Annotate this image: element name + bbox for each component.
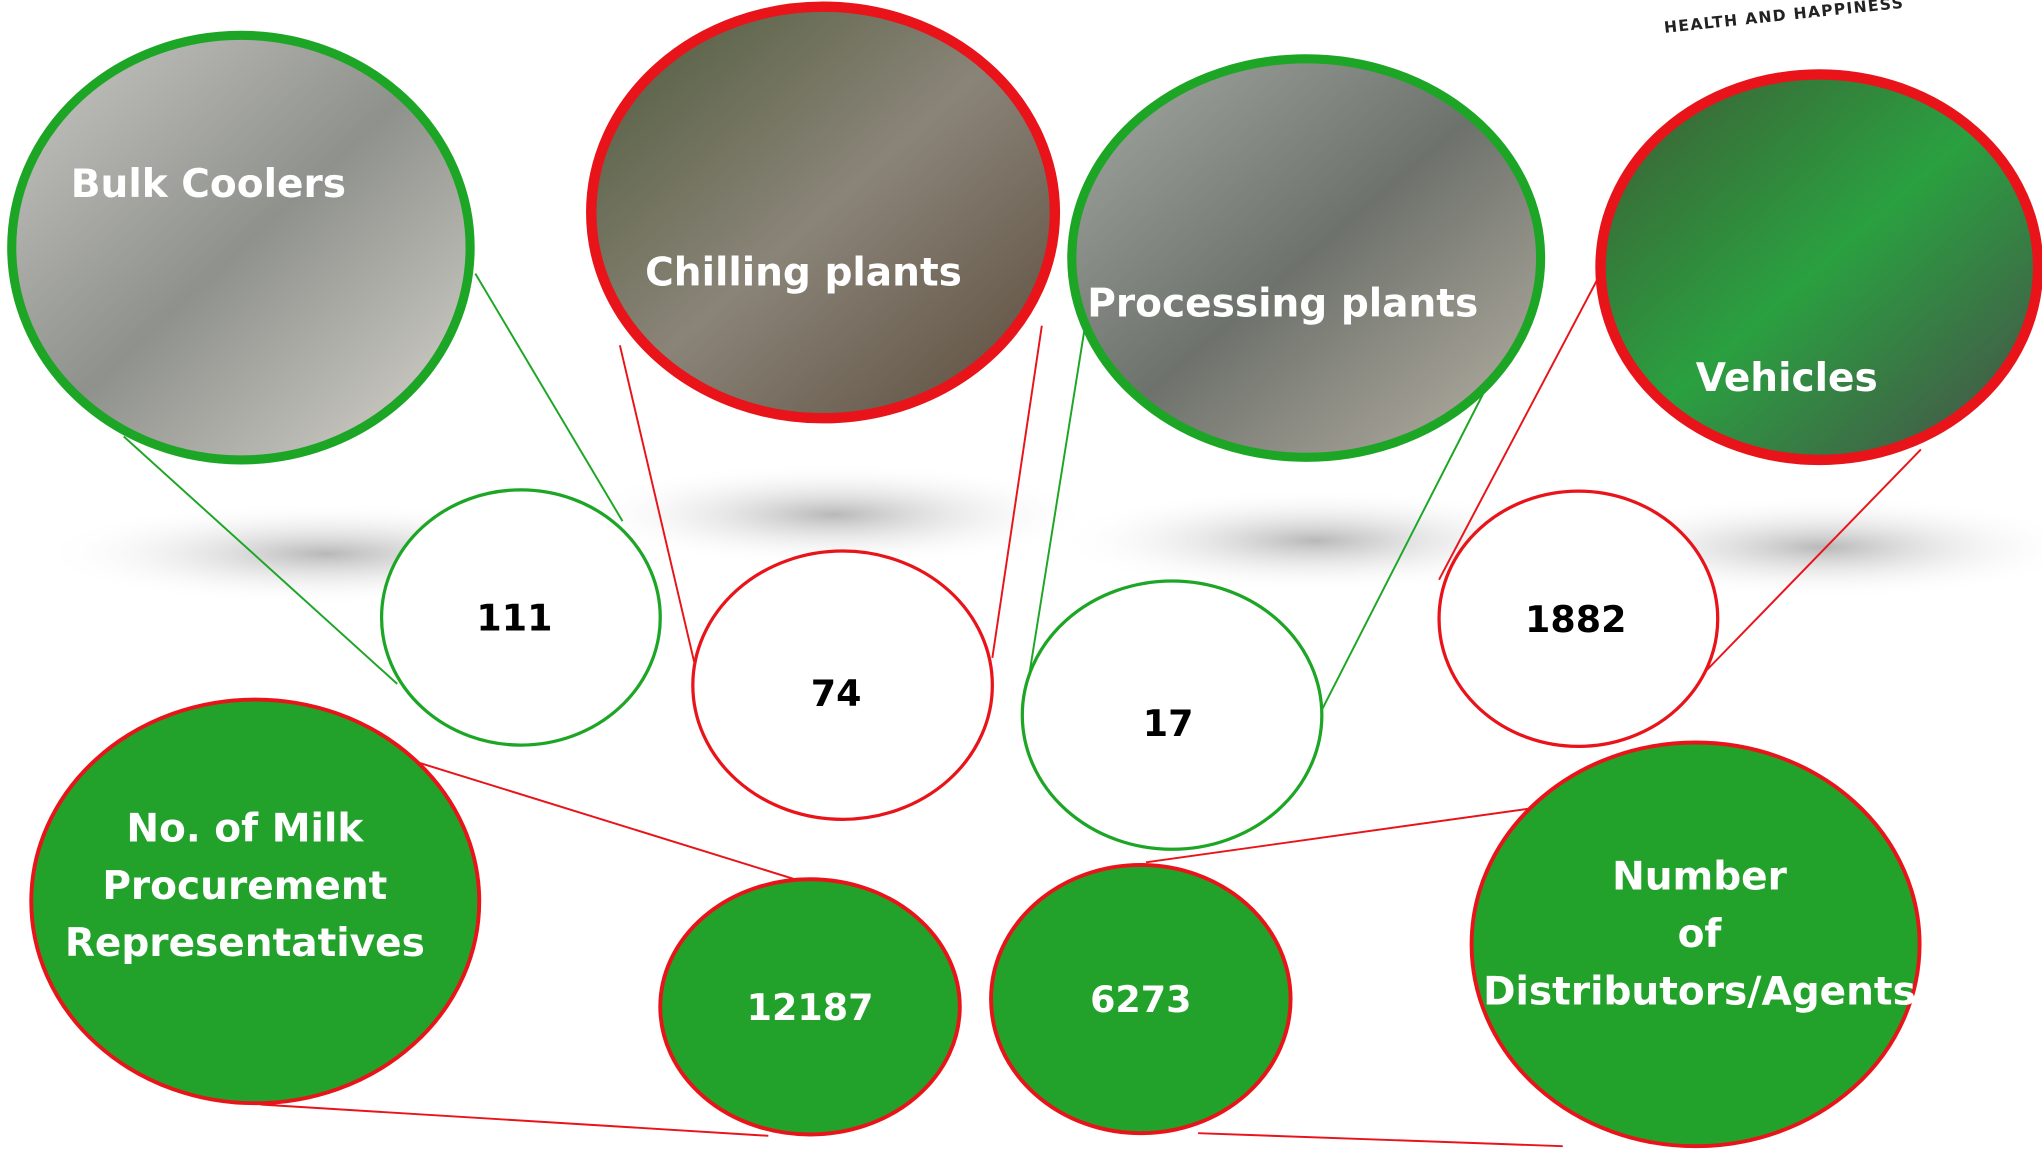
facility-value: 74 — [811, 672, 862, 715]
people-label: No. of Milk — [126, 807, 364, 852]
facility-value: 1882 — [1525, 598, 1626, 641]
people-label: Procurement — [102, 864, 387, 909]
facility-value: 17 — [1143, 702, 1194, 745]
facility-label: Chilling plants — [645, 250, 962, 295]
people-label: of — [1678, 912, 1723, 957]
people-label: Distributors/Agents — [1483, 969, 1916, 1014]
facility-label: Bulk Coolers — [71, 162, 346, 207]
people-label: Representatives — [65, 921, 425, 966]
people-label: Number — [1612, 855, 1788, 900]
people-value: 6273 — [1090, 978, 1191, 1021]
facility-label: Vehicles — [1696, 356, 1878, 401]
infographic: HEALTH AND HAPPINESS Bulk Coolers Chilli… — [0, 0, 2042, 1149]
logo-tagline: HEALTH AND HAPPINESS — [1663, 0, 1905, 37]
people-value: 12187 — [747, 986, 874, 1029]
facility-label: Processing plants — [1087, 282, 1478, 327]
facility-value: 111 — [476, 597, 552, 640]
shadows — [39, 463, 2042, 606]
